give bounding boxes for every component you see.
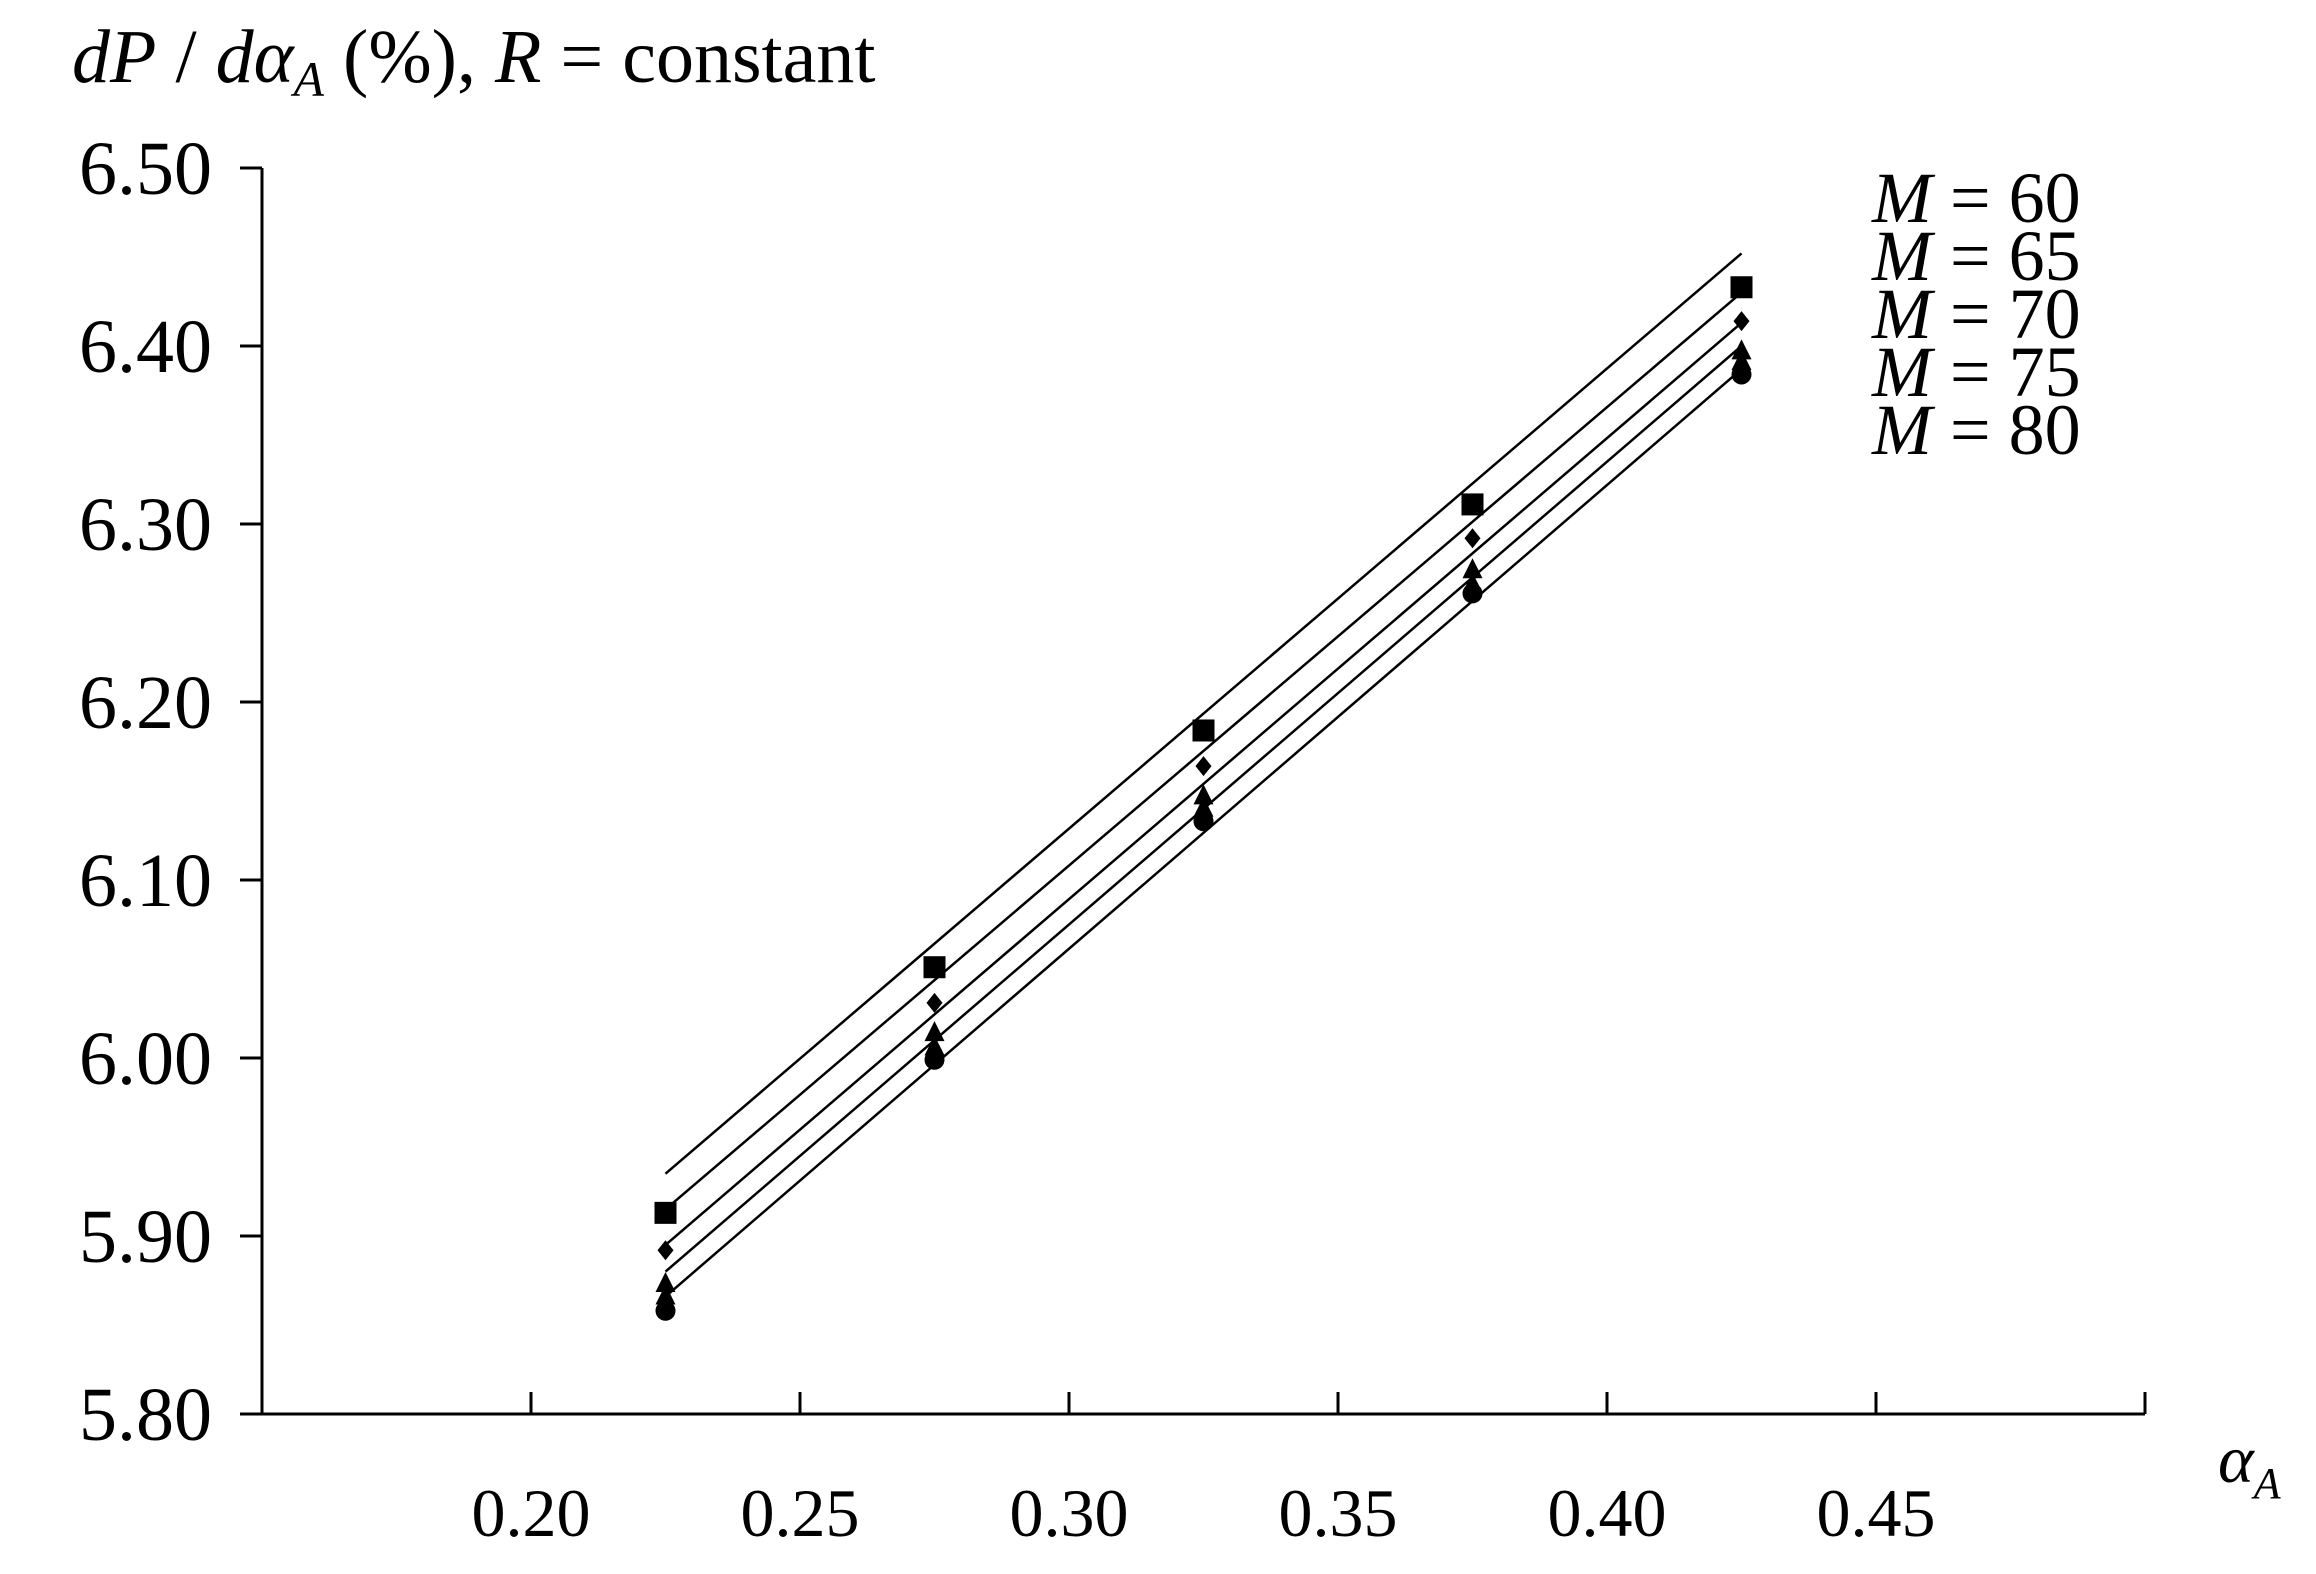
data-point-diamond [657, 1240, 674, 1261]
data-point-square [1192, 719, 1215, 742]
data-point-circle [1193, 811, 1214, 832]
title-dp: dP [72, 15, 156, 99]
legend-entry: M = 70 [1871, 274, 2081, 354]
fit-line [664, 252, 1743, 1175]
data-point-triangle [1193, 796, 1214, 817]
title-d: d [216, 15, 255, 99]
legend-entry-value: = 65 [1932, 216, 2081, 296]
title-percent: (%), [324, 15, 495, 99]
legend-entry-value: = 70 [1932, 274, 2081, 354]
data-point-diamond [1464, 528, 1481, 549]
data-point-circle [1731, 364, 1752, 385]
y-tick-label: 5.80 [79, 1373, 212, 1457]
legend-entry-variable: M [1871, 274, 1936, 354]
legend-entry: M = 75 [1871, 332, 2081, 412]
data-point-triangle [1462, 558, 1483, 579]
data-point-square [1730, 276, 1753, 299]
y-tick-label: 5.90 [79, 1195, 212, 1279]
data-point-triangle [1193, 784, 1214, 805]
y-tick-label: 6.00 [79, 1017, 212, 1101]
x-tick-label: 0.40 [1548, 1475, 1667, 1551]
fit-line [664, 291, 1743, 1211]
x-tick-label: 0.20 [472, 1475, 591, 1551]
legend-entry-variable: M [1871, 390, 1936, 470]
legend-entry-variable: M [1871, 332, 1936, 412]
data-point-triangle [924, 1035, 945, 1056]
title-alpha: α [254, 15, 296, 99]
data-point-diamond [926, 992, 943, 1013]
x-axis-label: αA [2218, 1421, 2282, 1508]
data-point-circle [1462, 583, 1483, 604]
x-tick-label: 0.30 [1010, 1475, 1129, 1551]
data-point-diamond [1195, 756, 1212, 777]
x-label-alpha: α [2218, 1421, 2255, 1497]
legend-entry-value: = 60 [1932, 158, 2081, 238]
data-point-square [923, 956, 946, 979]
data-point-triangle [924, 1021, 945, 1042]
data-point-triangle [1731, 339, 1752, 360]
title-slash: / [156, 15, 215, 99]
x-label-subscript: A [2251, 1459, 2282, 1508]
fit-line [664, 321, 1743, 1246]
legend-entry: M = 80 [1871, 390, 2081, 470]
data-point-triangle [1731, 350, 1752, 371]
y-tick-label: 6.30 [79, 483, 212, 567]
data-point-triangle [655, 1272, 676, 1293]
x-tick-label: 0.25 [741, 1475, 860, 1551]
y-tick-label: 6.50 [79, 127, 212, 211]
data-point-square [654, 1201, 677, 1224]
legend-entry-variable: M [1871, 158, 1936, 238]
y-tick-label: 6.10 [79, 839, 212, 923]
data-point-circle [655, 1300, 676, 1321]
data-markers [654, 276, 1753, 1321]
x-tick-label: 0.45 [1817, 1475, 1936, 1551]
y-tick-label: 6.20 [79, 661, 212, 745]
data-point-diamond [1733, 311, 1750, 332]
legend-entry: M = 60 [1871, 158, 2081, 238]
legend-entry: M = 65 [1871, 216, 2081, 296]
y-tick-label: 6.40 [79, 305, 212, 389]
legend-entry-value: = 75 [1932, 332, 2081, 412]
legend-entry-value: = 80 [1932, 390, 2081, 470]
data-point-square [1461, 493, 1484, 516]
x-axis-ticks: 0.20 0.25 0.30 0.35 0.40 0.45 [472, 1392, 2147, 1551]
x-tick-label: 0.35 [1279, 1475, 1398, 1551]
legend: M = 60M = 65M = 70M = 75M = 80 [1871, 158, 2081, 470]
title-constant: = constant [541, 15, 875, 99]
legend-entry-variable: M [1871, 216, 1936, 296]
data-point-triangle [655, 1284, 676, 1305]
fit-line [664, 368, 1743, 1298]
title-subscript-a: A [290, 51, 324, 107]
title-r: R [494, 15, 541, 99]
data-point-circle [924, 1049, 945, 1070]
y-axis-ticks: 5.80 5.90 6.00 6.10 6.20 6.30 6.40 6.50 [79, 127, 262, 1457]
chart-title: dP / dαA (%), R = constant [72, 15, 876, 107]
